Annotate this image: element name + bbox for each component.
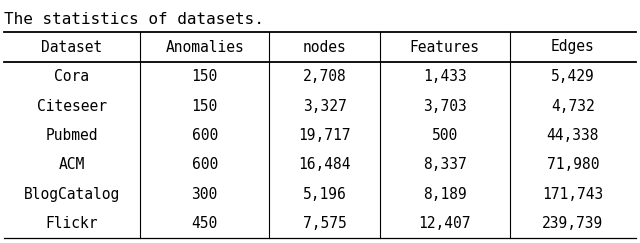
Text: 12,407: 12,407 — [419, 216, 471, 231]
Text: BlogCatalog: BlogCatalog — [24, 186, 120, 201]
Text: 8,337: 8,337 — [423, 157, 467, 172]
Text: 19,717: 19,717 — [298, 128, 351, 143]
Text: 150: 150 — [191, 98, 218, 113]
Text: 5,429: 5,429 — [551, 69, 595, 84]
Text: nodes: nodes — [303, 40, 347, 54]
Text: The statistics of datasets.: The statistics of datasets. — [4, 12, 264, 27]
Text: Features: Features — [410, 40, 480, 54]
Text: 171,743: 171,743 — [542, 186, 604, 201]
Text: 500: 500 — [432, 128, 458, 143]
Text: Citeseer: Citeseer — [37, 98, 107, 113]
Text: 7,575: 7,575 — [303, 216, 347, 231]
Text: Anomalies: Anomalies — [165, 40, 244, 54]
Text: 600: 600 — [191, 128, 218, 143]
Text: 600: 600 — [191, 157, 218, 172]
Text: Cora: Cora — [54, 69, 90, 84]
Text: Flickr: Flickr — [45, 216, 98, 231]
Text: 450: 450 — [191, 216, 218, 231]
Text: Dataset: Dataset — [42, 40, 102, 54]
Text: 16,484: 16,484 — [298, 157, 351, 172]
Text: 71,980: 71,980 — [547, 157, 599, 172]
Text: 4,732: 4,732 — [551, 98, 595, 113]
Text: ACM: ACM — [59, 157, 85, 172]
Text: 3,703: 3,703 — [423, 98, 467, 113]
Text: 239,739: 239,739 — [542, 216, 604, 231]
Text: 44,338: 44,338 — [547, 128, 599, 143]
Text: 5,196: 5,196 — [303, 186, 347, 201]
Text: 300: 300 — [191, 186, 218, 201]
Text: Edges: Edges — [551, 40, 595, 54]
Text: Pubmed: Pubmed — [45, 128, 98, 143]
Text: 1,433: 1,433 — [423, 69, 467, 84]
Text: 2,708: 2,708 — [303, 69, 347, 84]
Text: 150: 150 — [191, 69, 218, 84]
Text: 3,327: 3,327 — [303, 98, 347, 113]
Text: 8,189: 8,189 — [423, 186, 467, 201]
